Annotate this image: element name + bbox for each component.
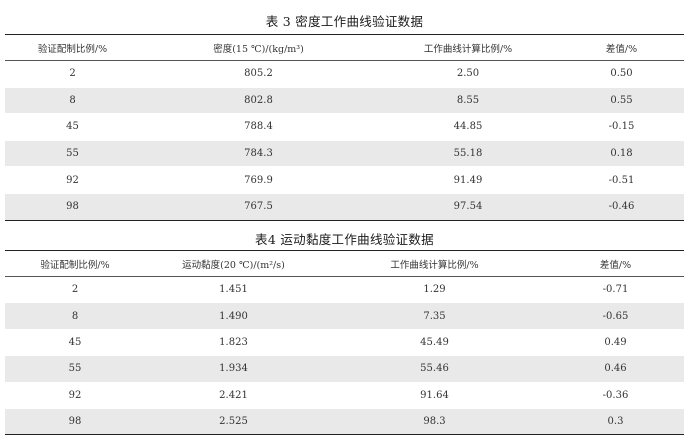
cell-calc-ratio: 97.54 bbox=[377, 193, 559, 221]
cell-viscosity: 2.421 bbox=[145, 382, 322, 409]
cell-ratio: 8 bbox=[5, 302, 145, 330]
cell-ratio: 55 bbox=[5, 355, 145, 383]
cell-viscosity: 1.823 bbox=[145, 329, 322, 357]
cell-calc-ratio: 98.3 bbox=[322, 408, 547, 436]
table-row: 2 1.451 1.29 -0.71 bbox=[5, 276, 684, 304]
cell-ratio: 8 bbox=[5, 87, 140, 115]
cell-viscosity: 1.490 bbox=[145, 302, 322, 330]
cell-calc-ratio: 7.35 bbox=[322, 302, 547, 330]
cell-ratio: 92 bbox=[5, 382, 145, 409]
cell-ratio: 98 bbox=[5, 193, 140, 221]
cell-difference: -0.15 bbox=[559, 113, 684, 141]
table-row: 45 1.823 45.49 0.49 bbox=[5, 329, 684, 357]
cell-difference: -0.36 bbox=[547, 382, 684, 409]
col-header-difference: 差值/% bbox=[559, 34, 684, 61]
table4-caption: 表4 运动黏度工作曲线验证数据 bbox=[255, 232, 434, 247]
cell-density: 805.2 bbox=[140, 60, 377, 88]
table3-density-verification: 验证配制比例/% 密度(15 ℃)/(kg/m³) 工作曲线计算比例/% 差值/… bbox=[5, 34, 684, 221]
col-header-density: 密度(15 ℃)/(kg/m³) bbox=[140, 34, 377, 61]
cell-density: 767.5 bbox=[140, 193, 377, 221]
cell-difference: 0.46 bbox=[547, 355, 684, 383]
cell-density: 802.8 bbox=[140, 87, 377, 115]
table-row: 92 2.421 91.64 -0.36 bbox=[5, 382, 684, 409]
table-row: 92 769.9 91.49 -0.51 bbox=[5, 166, 684, 194]
cell-calc-ratio: 2.50 bbox=[377, 60, 559, 88]
cell-density: 769.9 bbox=[140, 166, 377, 194]
cell-difference: -0.51 bbox=[559, 166, 684, 194]
cell-calc-ratio: 1.29 bbox=[322, 276, 547, 304]
cell-difference: 0.50 bbox=[559, 60, 684, 88]
cell-calc-ratio: 44.85 bbox=[377, 113, 559, 141]
cell-calc-ratio: 91.64 bbox=[322, 382, 547, 409]
cell-difference: 0.55 bbox=[559, 87, 684, 115]
col-header-calc-ratio: 工作曲线计算比例/% bbox=[322, 250, 547, 277]
table-row: 8 1.490 7.35 -0.65 bbox=[5, 302, 684, 330]
cell-ratio: 98 bbox=[5, 408, 145, 436]
cell-viscosity: 1.934 bbox=[145, 355, 322, 383]
col-header-viscosity: 运动黏度(20 ℃)/(m²/s) bbox=[145, 250, 322, 277]
table-row: 2 805.2 2.50 0.50 bbox=[5, 60, 684, 88]
col-header-ratio: 验证配制比例/% bbox=[5, 250, 145, 277]
cell-ratio: 2 bbox=[5, 276, 145, 304]
cell-viscosity: 1.451 bbox=[145, 276, 322, 304]
table-row: 8 802.8 8.55 0.55 bbox=[5, 87, 684, 115]
cell-difference: 0.3 bbox=[547, 408, 684, 436]
table-row: 45 788.4 44.85 -0.15 bbox=[5, 113, 684, 141]
cell-ratio: 92 bbox=[5, 166, 140, 194]
cell-density: 784.3 bbox=[140, 140, 377, 168]
table3-caption: 表 3 密度工作曲线验证数据 bbox=[265, 14, 424, 29]
table3-header-row: 验证配制比例/% 密度(15 ℃)/(kg/m³) 工作曲线计算比例/% 差值/… bbox=[5, 34, 684, 61]
table-row: 98 767.5 97.54 -0.46 bbox=[5, 193, 684, 221]
cell-difference: 0.18 bbox=[559, 140, 684, 168]
cell-difference: -0.46 bbox=[559, 193, 684, 221]
cell-calc-ratio: 55.46 bbox=[322, 355, 547, 383]
table-row: 55 784.3 55.18 0.18 bbox=[5, 140, 684, 168]
cell-calc-ratio: 8.55 bbox=[377, 87, 559, 115]
col-header-ratio: 验证配制比例/% bbox=[5, 34, 140, 61]
table4-header-row: 验证配制比例/% 运动黏度(20 ℃)/(m²/s) 工作曲线计算比例/% 差值… bbox=[5, 250, 684, 277]
cell-difference: 0.49 bbox=[547, 329, 684, 357]
cell-density: 788.4 bbox=[140, 113, 377, 141]
cell-ratio: 55 bbox=[5, 140, 140, 168]
col-header-difference: 差值/% bbox=[547, 250, 684, 277]
cell-difference: -0.71 bbox=[547, 276, 684, 304]
cell-ratio: 45 bbox=[5, 113, 140, 141]
col-header-calc-ratio: 工作曲线计算比例/% bbox=[377, 34, 559, 61]
table-row: 98 2.525 98.3 0.3 bbox=[5, 408, 684, 436]
cell-ratio: 2 bbox=[5, 60, 140, 88]
cell-calc-ratio: 55.18 bbox=[377, 140, 559, 168]
table-row: 55 1.934 55.46 0.46 bbox=[5, 355, 684, 383]
cell-viscosity: 2.525 bbox=[145, 408, 322, 436]
table4-viscosity-verification: 验证配制比例/% 运动黏度(20 ℃)/(m²/s) 工作曲线计算比例/% 差值… bbox=[5, 250, 684, 436]
cell-calc-ratio: 45.49 bbox=[322, 329, 547, 357]
cell-ratio: 45 bbox=[5, 329, 145, 357]
cell-difference: -0.65 bbox=[547, 302, 684, 330]
cell-calc-ratio: 91.49 bbox=[377, 166, 559, 194]
